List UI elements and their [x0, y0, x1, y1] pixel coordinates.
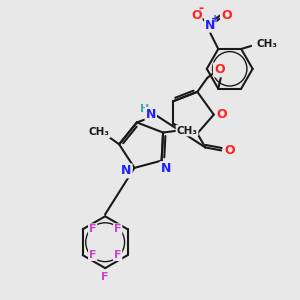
Text: O: O — [214, 63, 225, 76]
Text: N: N — [121, 164, 132, 177]
Text: F: F — [114, 250, 122, 260]
Text: -: - — [199, 2, 204, 15]
Text: N: N — [160, 162, 171, 175]
Text: CH₃: CH₃ — [176, 125, 197, 136]
Text: F: F — [89, 250, 96, 260]
Text: O: O — [224, 144, 235, 157]
Text: F: F — [114, 224, 122, 234]
Text: +: + — [211, 14, 219, 24]
Text: O: O — [216, 108, 227, 121]
Text: H: H — [140, 104, 149, 115]
Text: N: N — [146, 108, 156, 121]
Text: O: O — [221, 9, 232, 22]
Text: O: O — [191, 9, 202, 22]
Text: CH₃: CH₃ — [89, 127, 110, 137]
Text: N: N — [205, 19, 215, 32]
Text: CH₃: CH₃ — [256, 39, 278, 49]
Text: F: F — [101, 272, 109, 282]
Text: F: F — [89, 224, 96, 234]
